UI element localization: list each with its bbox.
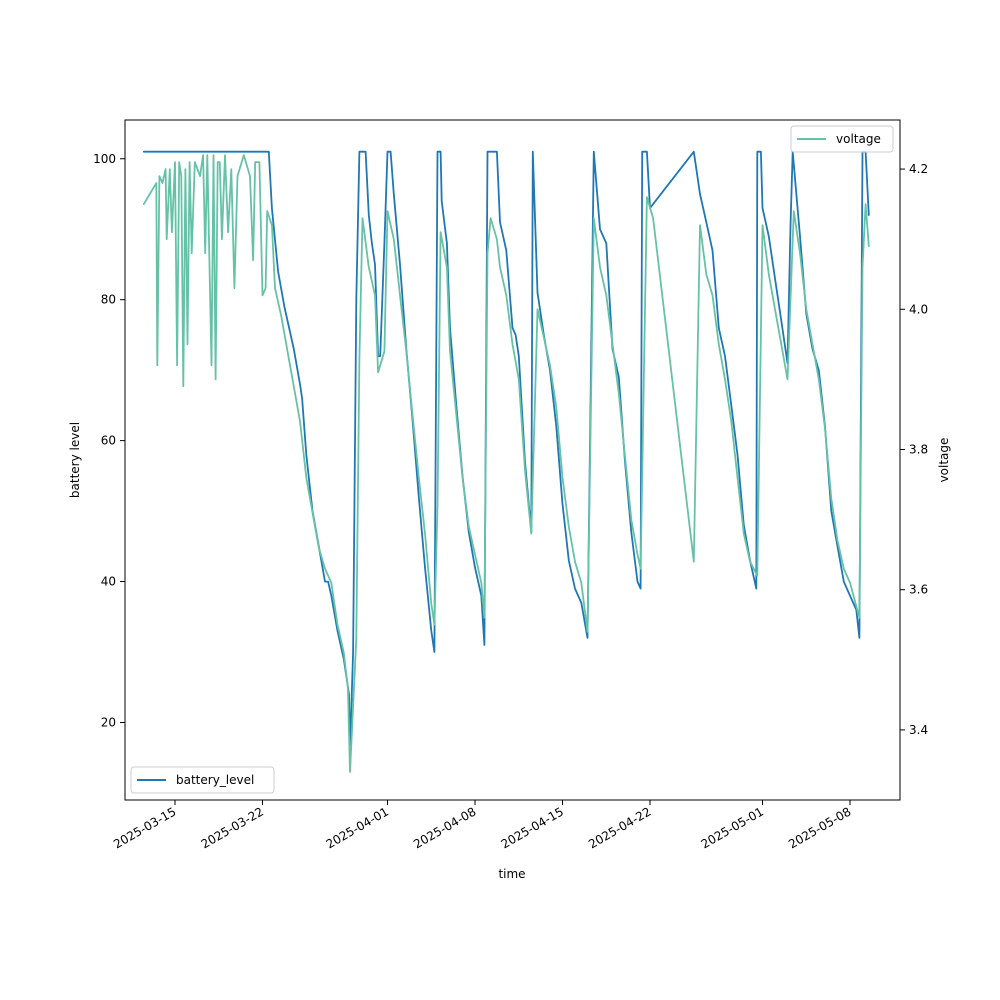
legend-voltage-frame: [790, 125, 894, 153]
y-left-tick-label: 60: [101, 434, 116, 448]
y-axis-left: 20 40 60 80 100: [93, 152, 125, 729]
y-right-tick-label: 3.6: [909, 583, 928, 597]
legend-battery-level-label: battery_level: [176, 773, 254, 787]
plot-frame: [124, 119, 901, 801]
legend-voltage-label: voltage: [836, 132, 881, 146]
y-axis-right: 3.4 3.6 3.8 4.0 4.2: [900, 162, 928, 737]
y-left-tick-label: 40: [101, 575, 116, 589]
y-right-tick-label: 3.8: [909, 442, 928, 456]
series-line-voltage: [142, 154, 870, 773]
y-left-tick-label: 100: [93, 152, 116, 166]
legend-battery-level-frame: [130, 766, 275, 794]
x-axis-title: time: [498, 867, 525, 881]
y-right-tick-label: 4.0: [909, 302, 928, 316]
y-right-tick-label: 3.4: [909, 723, 928, 737]
y-left-tick-label: 80: [101, 293, 116, 307]
legend-battery-level: battery_level: [130, 766, 275, 794]
y-axis-right-title: voltage: [937, 438, 951, 483]
legend-voltage: voltage: [790, 125, 894, 153]
y-axis-left-title: battery level: [68, 422, 82, 498]
y-right-tick-label: 4.2: [909, 162, 928, 176]
y-left-tick-label: 20: [101, 715, 116, 729]
series-layer: [142, 150, 870, 773]
